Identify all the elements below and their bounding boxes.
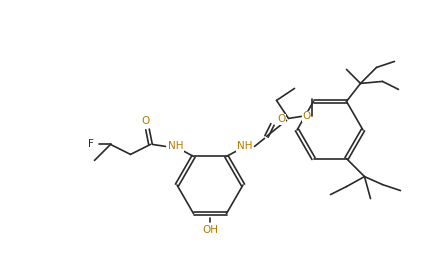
Text: O: O bbox=[277, 114, 286, 124]
Text: O: O bbox=[302, 111, 311, 121]
Text: F: F bbox=[88, 140, 93, 150]
Text: NH: NH bbox=[237, 141, 252, 151]
Text: OH: OH bbox=[202, 225, 218, 235]
Text: O: O bbox=[141, 116, 150, 126]
Text: NH: NH bbox=[168, 141, 183, 151]
